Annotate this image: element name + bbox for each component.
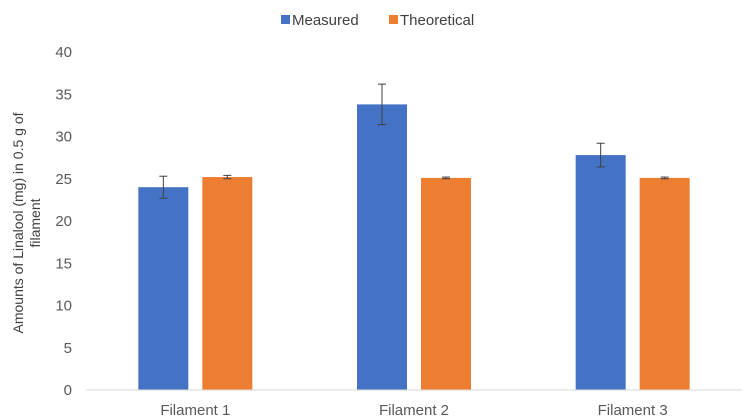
y-tick-label: 30 <box>55 129 72 146</box>
y-tick-label: 5 <box>64 340 72 357</box>
legend-label-measured: Measured <box>292 12 359 29</box>
y-axis-title: Amounts of Linalool (mg) in 0.5 g of fil… <box>10 112 43 333</box>
bar-theoretical <box>639 177 690 390</box>
x-axis-ticks: Filament 1 Filament 2 Filament 3 <box>160 402 667 419</box>
error-bars <box>159 83 669 199</box>
legend-swatch-theoretical <box>389 15 398 24</box>
y-axis-ticks: 0 5 10 15 20 25 30 35 40 <box>55 44 72 399</box>
y-tick-label: 35 <box>55 86 72 103</box>
y-tick-label: 25 <box>55 171 72 188</box>
x-tick-label: Filament 1 <box>160 402 230 419</box>
y-axis-label-line1: Amounts of Linalool (mg) in 0.5 g of <box>10 112 26 333</box>
legend: Measured Theoretical <box>281 12 474 29</box>
y-tick-label: 0 <box>64 382 72 399</box>
y-axis-label-line2: filament <box>27 198 43 247</box>
y-tick-label: 40 <box>55 44 72 61</box>
x-tick-label: Filament 3 <box>598 402 668 419</box>
legend-label-theoretical: Theoretical <box>400 12 474 29</box>
legend-swatch-measured <box>281 15 290 24</box>
bar-measured <box>575 155 626 390</box>
bars <box>138 104 690 390</box>
x-tick-label: Filament 2 <box>379 402 449 419</box>
bar-measured <box>357 104 407 390</box>
y-tick-label: 20 <box>55 213 72 230</box>
y-tick-label: 15 <box>55 255 72 272</box>
bar-theoretical <box>202 177 253 390</box>
y-tick-label: 10 <box>55 298 72 315</box>
bar-measured <box>138 187 189 390</box>
bar-theoretical <box>421 177 471 390</box>
